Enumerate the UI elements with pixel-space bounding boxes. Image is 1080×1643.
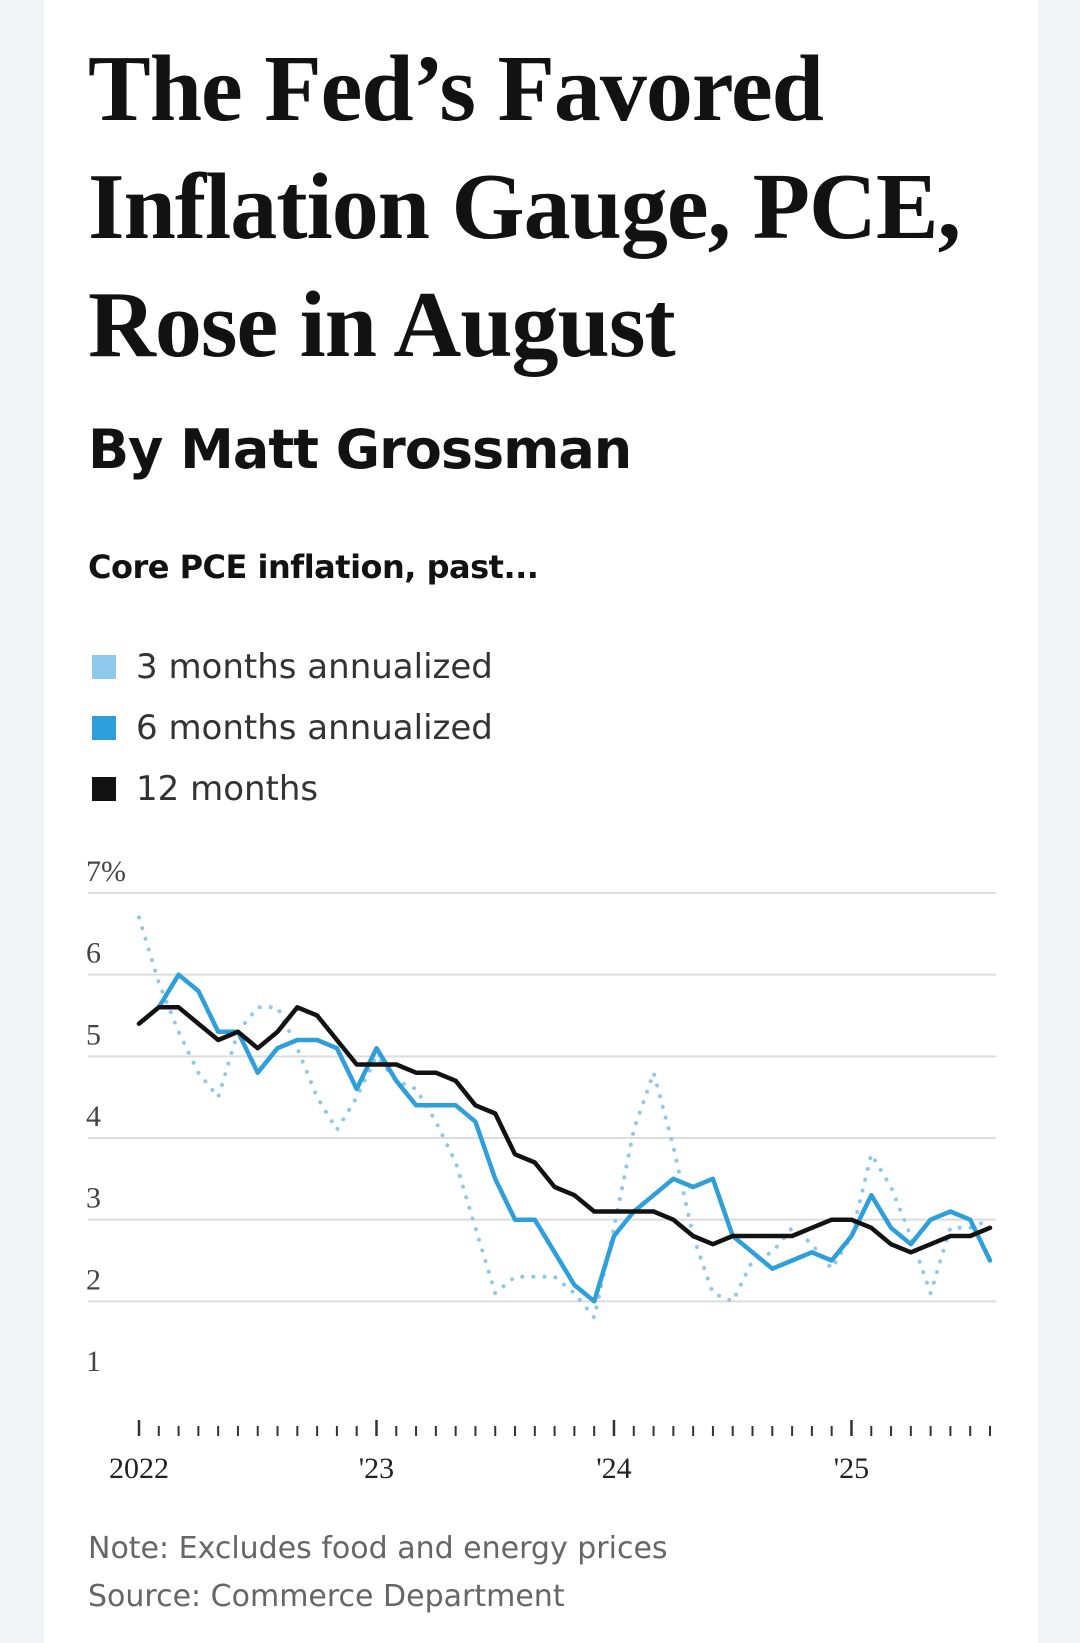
legend-item-3-months: 3 months annualized bbox=[92, 636, 493, 697]
y-tick-label: 6 bbox=[86, 937, 101, 970]
legend-label-12-months: 12 months bbox=[136, 768, 319, 809]
article-card bbox=[44, 0, 1038, 1643]
y-tick-label: 7% bbox=[86, 860, 126, 888]
series-line-3-months-annualized bbox=[137, 915, 992, 1320]
legend-swatch-3-months bbox=[92, 654, 116, 679]
legend-swatch-6-months bbox=[92, 715, 116, 740]
byline: By Matt Grossman bbox=[88, 418, 632, 481]
y-tick-label: 4 bbox=[86, 1100, 101, 1133]
note-text: Note: Excludes food and energy prices bbox=[88, 1531, 668, 1566]
y-tick-label: 5 bbox=[86, 1018, 101, 1051]
chart-notes: Note: Excludes food and energy prices So… bbox=[88, 1525, 668, 1621]
x-tick-label: '24 bbox=[596, 1452, 631, 1480]
chart-title: Core PCE inflation, past... bbox=[88, 548, 539, 586]
legend-label-3-months: 3 months annualized bbox=[136, 646, 493, 687]
line-chart: 7% 6 5 4 3 2 1 2022 '23 '24 '25 bbox=[86, 860, 996, 1480]
x-tick-label: 2022 bbox=[109, 1452, 169, 1480]
series-line-6-months-annualized bbox=[136, 972, 993, 1304]
series-line-12-months bbox=[136, 1005, 993, 1255]
y-tick-label: 2 bbox=[86, 1263, 101, 1296]
legend-item-12-months: 12 months bbox=[92, 758, 493, 819]
x-tick-label: '25 bbox=[834, 1452, 869, 1480]
legend-swatch-12-months bbox=[92, 776, 116, 801]
y-tick-label: 1 bbox=[86, 1345, 101, 1378]
chart-legend: 3 months annualized 6 months annualized … bbox=[92, 636, 493, 819]
legend-label-6-months: 6 months annualized bbox=[136, 707, 493, 748]
x-tick-label: '23 bbox=[359, 1452, 394, 1480]
legend-item-6-months: 6 months annualized bbox=[92, 697, 493, 758]
source-text: Source: Commerce Department bbox=[88, 1579, 565, 1614]
headline: The Fed’s Favored Inflation Gauge, PCE, … bbox=[88, 37, 961, 377]
y-tick-label: 3 bbox=[86, 1182, 101, 1215]
